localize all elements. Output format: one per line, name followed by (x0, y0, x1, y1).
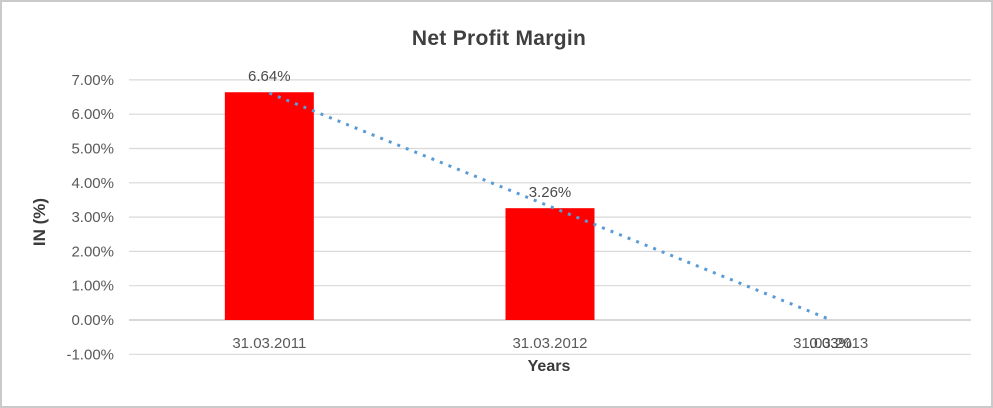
y-tick-label: 0.00% (71, 312, 114, 329)
data-label: 6.64% (248, 68, 291, 85)
x-category-label: 31.03.2012 (512, 335, 587, 352)
y-tick-label: 5.00% (71, 141, 114, 158)
x-category-label: 31.03.2011 (232, 335, 306, 352)
x-category-label: 31.03.2013 (793, 335, 868, 352)
data-label: 0.03% (809, 335, 852, 352)
chart-title: Net Profit Margin (411, 27, 587, 50)
data-label: 3.26% (529, 184, 572, 201)
y-tick-label: 1.00% (71, 278, 114, 295)
bar (505, 208, 595, 320)
y-tick-label: -1.00% (66, 346, 114, 363)
bar (224, 92, 314, 320)
y-tick-label: 2.00% (71, 243, 114, 260)
y-tick-label: 3.00% (71, 209, 114, 226)
y-tick-label: 7.00% (71, 72, 114, 89)
y-tick-label: 4.00% (71, 175, 114, 192)
x-axis-title: Years (527, 358, 571, 375)
y-tick-label: 6.00% (71, 106, 114, 123)
